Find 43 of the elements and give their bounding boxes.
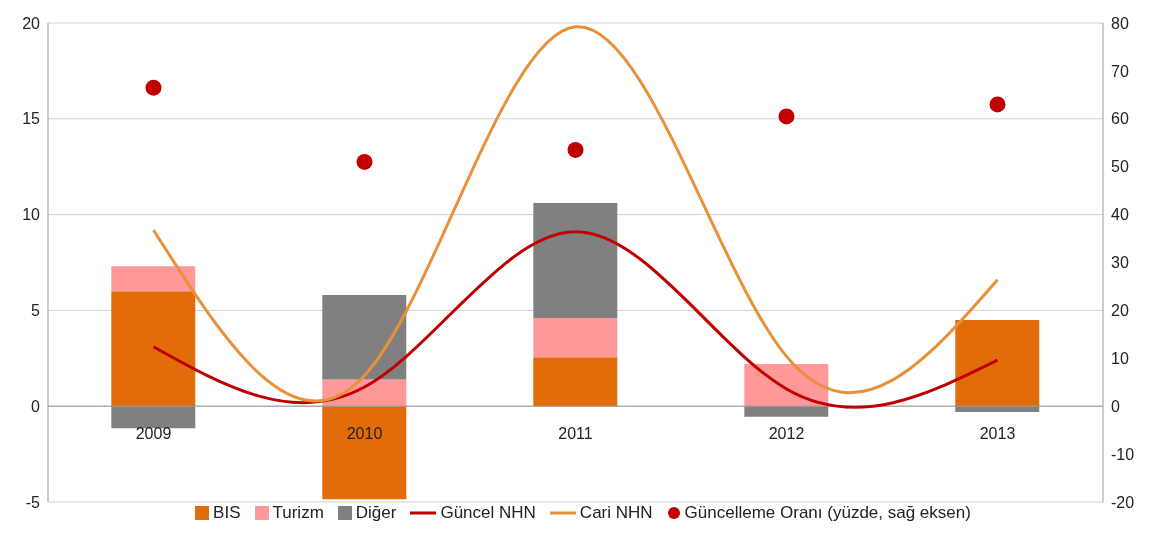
x-tick-label: 2010 xyxy=(346,425,383,442)
bar xyxy=(111,406,196,429)
y2-tick-label: 20 xyxy=(1111,302,1129,320)
y2-tick-label: 50 xyxy=(1111,158,1129,176)
y2-tick-label: 10 xyxy=(1111,349,1129,367)
bar xyxy=(111,291,196,407)
y2-tick-label: -10 xyxy=(1111,445,1135,463)
y2-tick-label: 30 xyxy=(1111,254,1129,272)
bar xyxy=(322,295,407,380)
bar xyxy=(533,203,618,319)
y-tick-label: 0 xyxy=(31,397,41,415)
y-tick-label: -5 xyxy=(25,493,41,511)
bar xyxy=(955,319,1040,407)
legend-label: Güncel NHN xyxy=(439,503,536,523)
legend-label: Turizm xyxy=(271,503,324,523)
legend-label: Cari NHN xyxy=(578,503,653,523)
legend-label: Diğer xyxy=(354,503,397,523)
point xyxy=(989,96,1006,113)
bar xyxy=(533,318,618,358)
x-tick-label: 2009 xyxy=(135,425,172,442)
legend-label: Güncelleme Oranı (yüzde, sağ eksen) xyxy=(683,503,971,523)
legend-label: BIS xyxy=(212,503,241,523)
x-tick-label: 2011 xyxy=(558,425,593,442)
y2-tick-label: 60 xyxy=(1111,110,1129,128)
y-tick-label: 15 xyxy=(22,110,41,128)
point xyxy=(778,108,795,125)
y2-tick-label: 0 xyxy=(1111,397,1120,415)
bar xyxy=(111,266,196,292)
bar xyxy=(744,406,829,417)
y2-tick-label: 70 xyxy=(1111,62,1129,80)
x-tick-label: 2013 xyxy=(979,425,1016,442)
point xyxy=(145,79,162,96)
y2-tick-label: 80 xyxy=(1111,14,1129,32)
point xyxy=(567,141,584,158)
y-tick-label: 10 xyxy=(22,206,41,224)
bar xyxy=(322,406,407,500)
y-tick-label: 5 xyxy=(31,302,41,320)
y-tick-label: 20 xyxy=(22,14,41,32)
bar xyxy=(533,357,618,407)
point xyxy=(356,153,373,170)
y2-tick-label: 40 xyxy=(1111,206,1129,224)
x-tick-label: 2012 xyxy=(768,425,805,442)
y2-tick-label: -20 xyxy=(1111,493,1135,511)
